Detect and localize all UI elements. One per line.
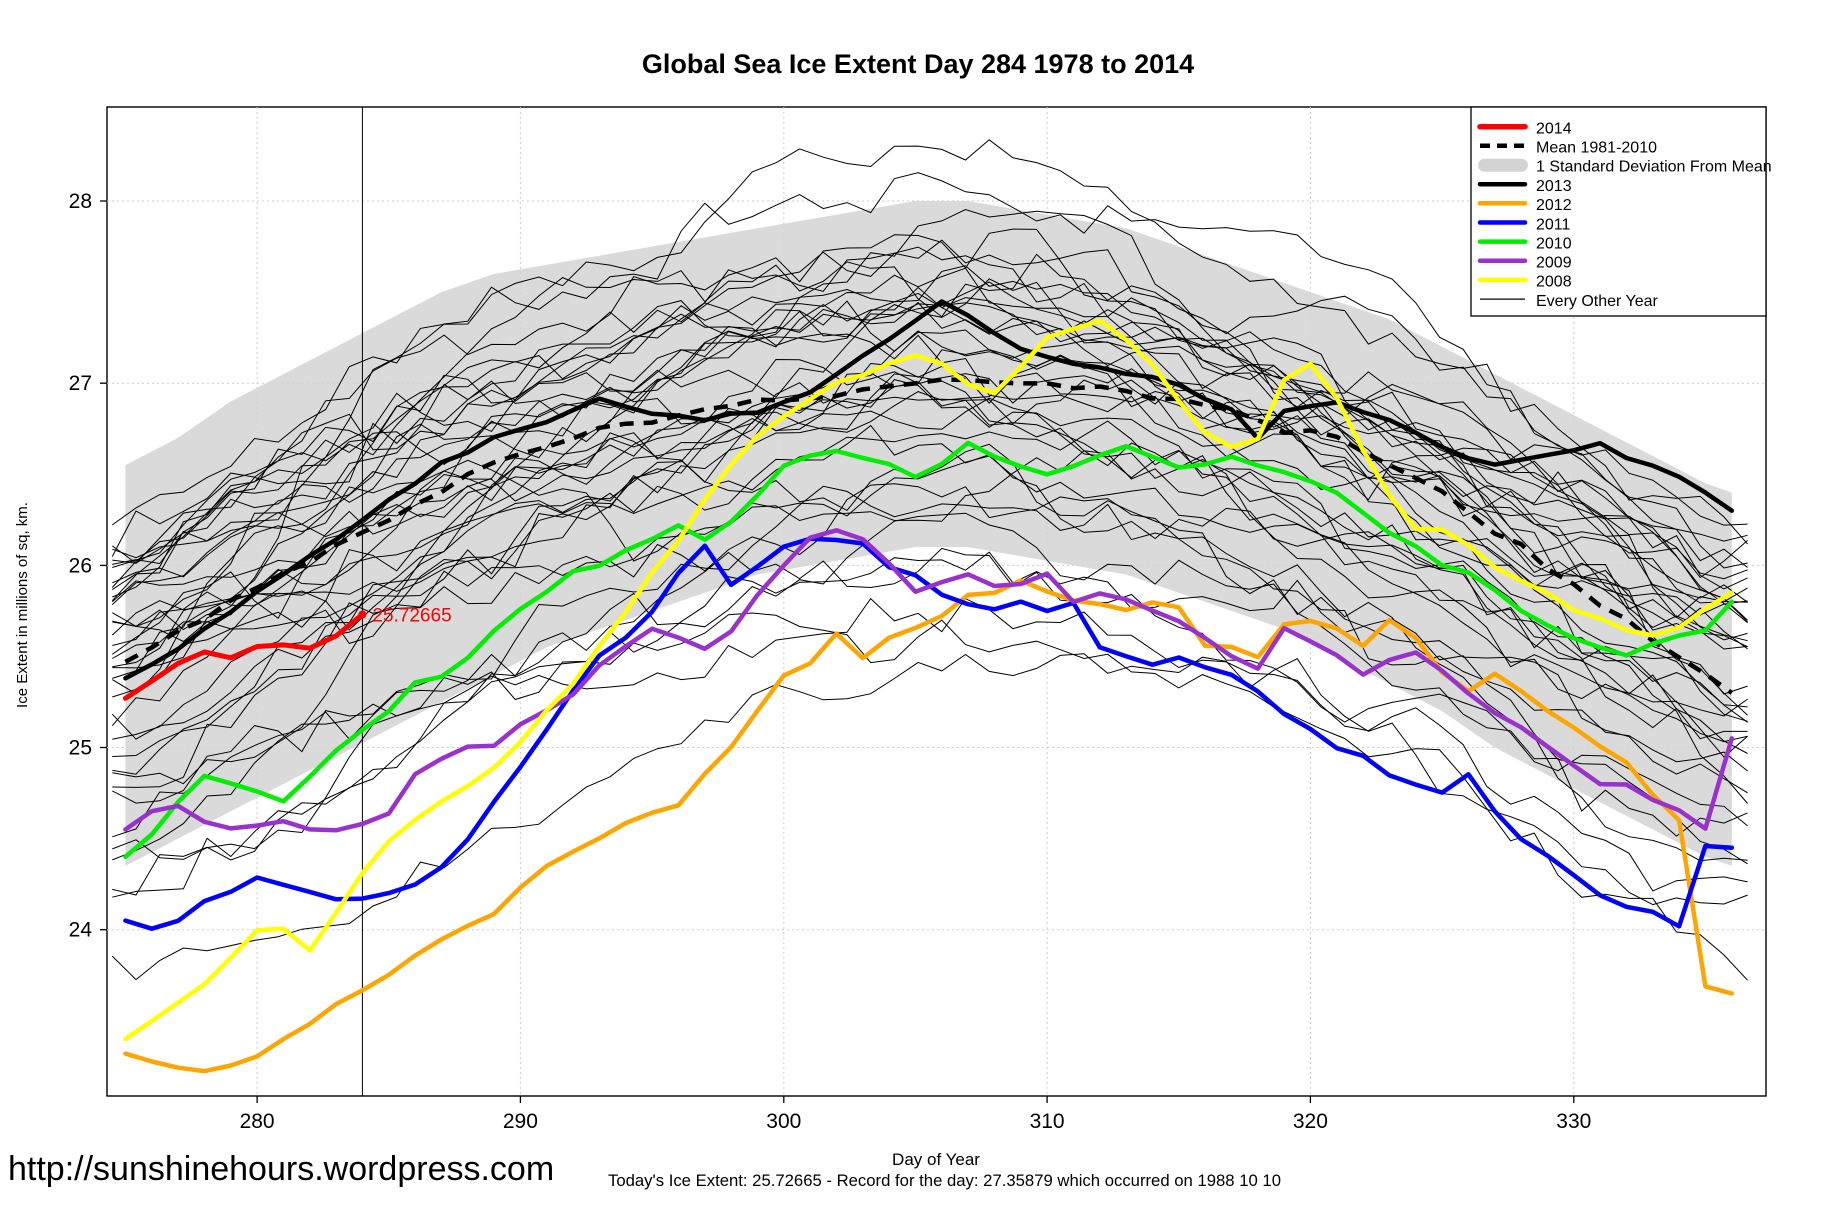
- svg-text:2012: 2012: [1536, 197, 1572, 214]
- svg-text:2013: 2013: [1536, 178, 1572, 195]
- svg-text:330: 330: [1556, 1110, 1591, 1133]
- svg-text:28: 28: [69, 190, 92, 213]
- svg-text:2011: 2011: [1536, 216, 1571, 233]
- svg-text:1 Standard Deviation From Mean: 1 Standard Deviation From Mean: [1536, 159, 1772, 176]
- svg-text:Every Other Year: Every Other Year: [1536, 293, 1659, 310]
- svg-text:280: 280: [240, 1110, 275, 1133]
- svg-text:300: 300: [766, 1110, 801, 1133]
- svg-text:25.72665: 25.72665: [372, 606, 451, 627]
- svg-text:Day of Year: Day of Year: [892, 1150, 980, 1169]
- svg-text:http://sunshinehours.wordpress: http://sunshinehours.wordpress.com: [8, 1150, 554, 1188]
- svg-text:290: 290: [503, 1110, 538, 1133]
- svg-text:320: 320: [1293, 1110, 1328, 1133]
- svg-text:24: 24: [69, 919, 93, 942]
- svg-text:310: 310: [1030, 1110, 1065, 1133]
- svg-text:Mean 1981-2010: Mean 1981-2010: [1536, 140, 1657, 157]
- svg-text:27: 27: [69, 372, 92, 395]
- svg-text:2010: 2010: [1536, 235, 1572, 252]
- svg-text:2014: 2014: [1536, 121, 1572, 138]
- svg-text:2008: 2008: [1536, 274, 1572, 291]
- svg-text:2009: 2009: [1536, 255, 1572, 272]
- svg-text:Ice Extent in millions of sq,: Ice Extent in millions of sq, km.: [14, 502, 31, 708]
- svg-text:25: 25: [69, 737, 92, 760]
- svg-text:Today's Ice Extent: 25.72665: Today's Ice Extent: 25.72665 - Record fo…: [608, 1171, 1281, 1190]
- svg-text:Global Sea Ice Extent Day 284: Global Sea Ice Extent Day 284 1978 to 20…: [642, 49, 1194, 79]
- svg-text:26: 26: [69, 554, 92, 577]
